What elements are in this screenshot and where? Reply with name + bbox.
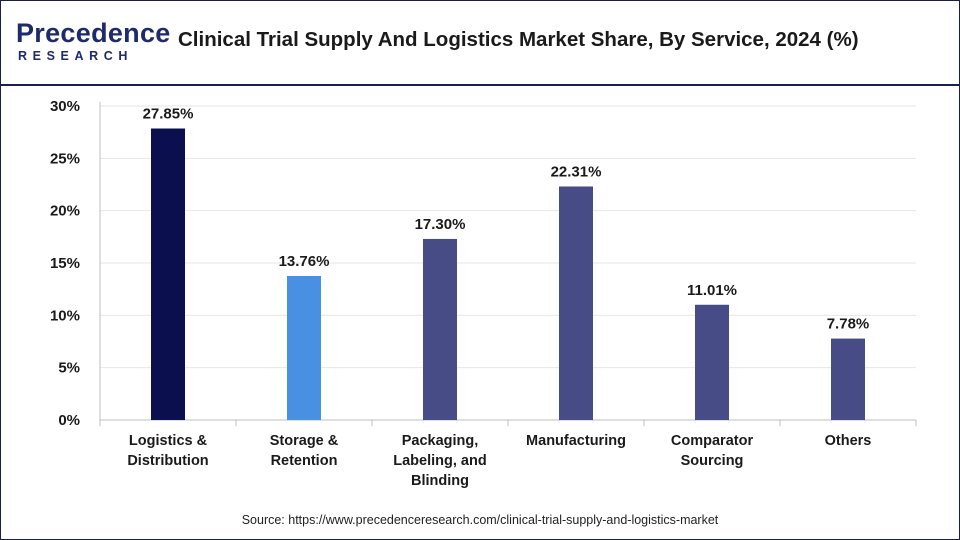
x-tick-label: Comparator: [671, 433, 754, 449]
data-label: 13.76%: [279, 253, 330, 270]
bar: [287, 275, 321, 420]
data-label: 17.30%: [415, 216, 466, 233]
chart-title: Clinical Trial Supply And Logistics Mark…: [178, 28, 859, 51]
x-tick-label: Distribution: [127, 453, 208, 469]
bar: [559, 186, 593, 420]
bar: [831, 338, 865, 420]
data-label: 22.31%: [551, 163, 602, 180]
x-tick-label: Others: [825, 433, 872, 449]
x-tick-label: Storage &: [270, 433, 339, 449]
x-tick-label: Sourcing: [681, 453, 744, 469]
x-tick-label: Packaging,: [402, 433, 479, 449]
y-tick-label: 0%: [58, 412, 80, 429]
y-tick-label: 20%: [50, 203, 80, 220]
logo-main-text: Precedence: [16, 18, 171, 48]
source-note: Source: https://www.precedenceresearch.c…: [241, 513, 719, 527]
x-tick-label: Logistics &: [129, 433, 208, 449]
bar: [695, 304, 729, 420]
bar: [151, 128, 185, 420]
y-tick-label: 10%: [50, 307, 80, 324]
bar: [423, 238, 457, 420]
x-tick-label: Blinding: [411, 473, 469, 489]
header: Precedence RESEARCH Clinical Trial Suppl…: [0, 0, 960, 86]
y-tick-label: 25%: [50, 150, 80, 167]
header-divider: [0, 84, 960, 86]
data-label: 7.78%: [827, 316, 870, 333]
y-tick-label: 15%: [50, 255, 80, 272]
x-tick-label: Retention: [271, 453, 338, 469]
precedence-research-logo: Precedence RESEARCH: [16, 18, 170, 68]
data-label: 11.01%: [687, 282, 737, 299]
x-tick-label: Manufacturing: [526, 433, 626, 449]
logo-sub-text: RESEARCH: [18, 49, 133, 63]
y-tick-label: 5%: [58, 360, 80, 377]
data-label: 27.85%: [143, 106, 194, 123]
y-tick-label: 30%: [50, 98, 80, 115]
x-tick-label: Labeling, and: [393, 453, 486, 469]
